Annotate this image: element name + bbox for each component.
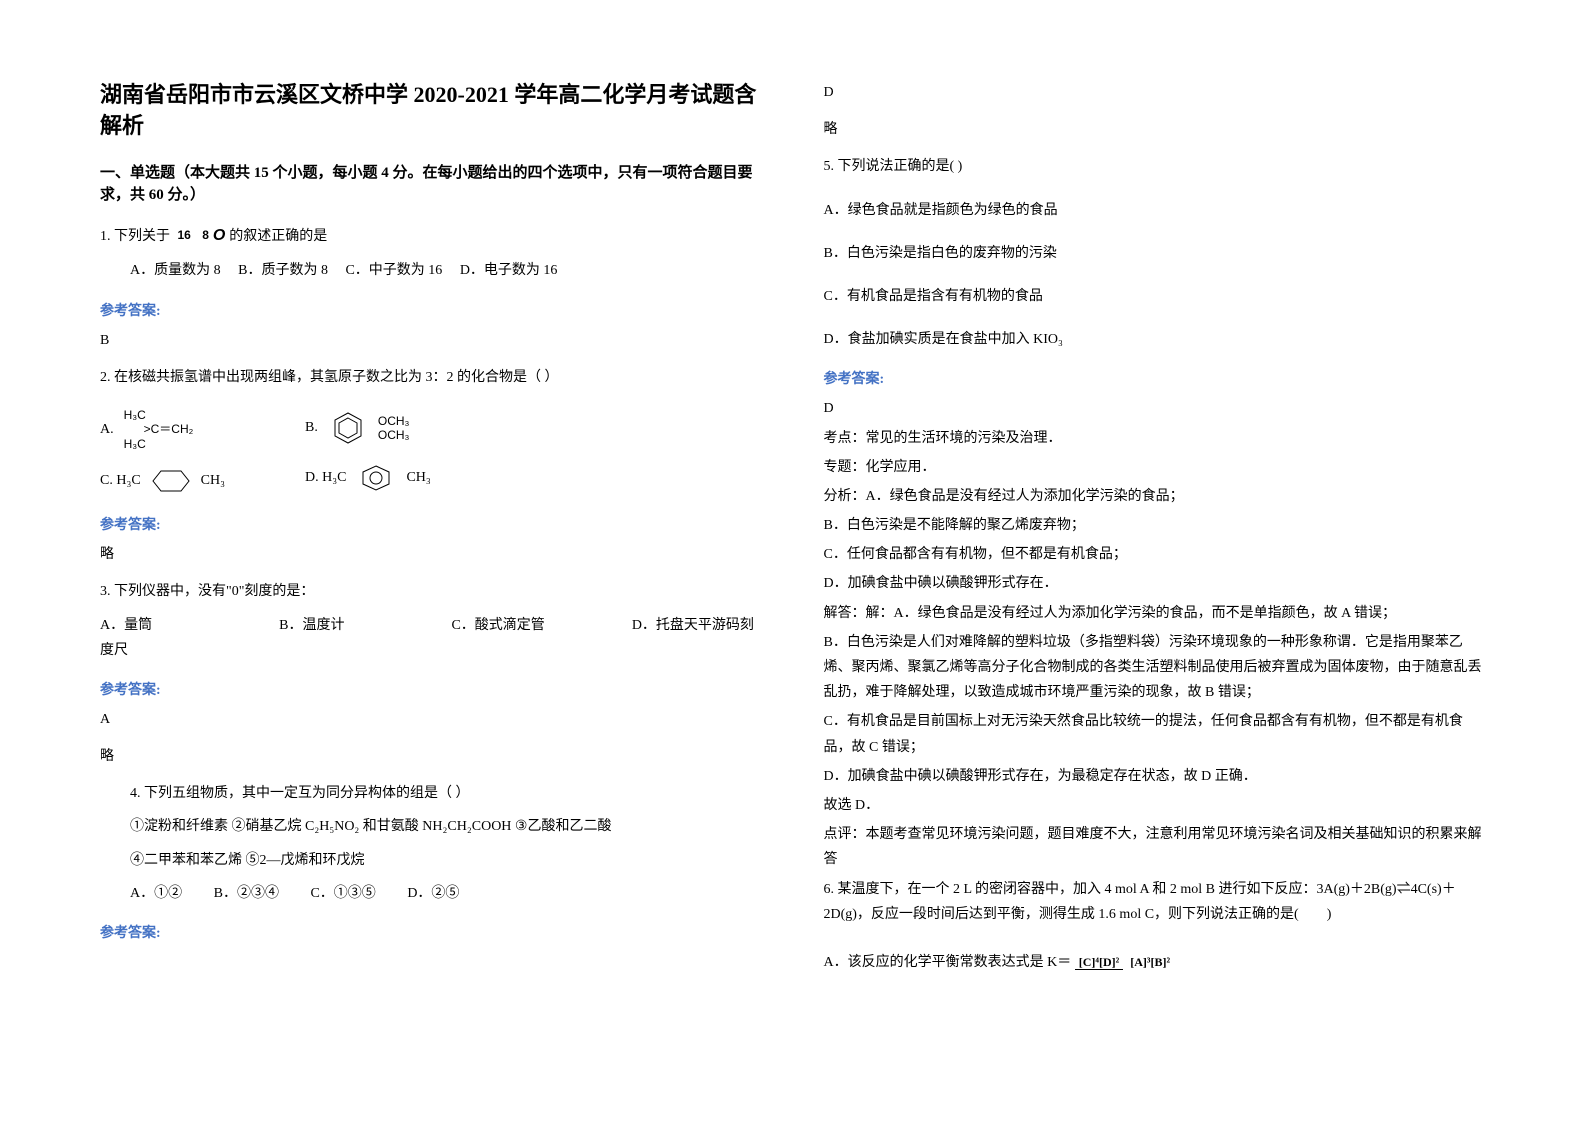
hexagon-icon [151,466,191,496]
question-2: 2. 在核磁共振氢谱中出现两组峰，其氢原子数之比为 3：2 的化合物是（ ） [100,365,764,390]
q3-opt-c: C．酸式滴定管 [451,618,544,633]
section-header: 一、单选题（本大题共 15 个小题，每小题 4 分。在每小题给出的四个选项中，只… [100,162,764,207]
ch3-c: CH₃ [201,473,225,489]
question-3: 3. 下列仪器中，没有"0"刻度的是： [100,579,764,604]
q1-opt-b: B．质子数为 8 [238,263,328,278]
q3-answer-2: 略 [100,744,764,769]
q5-fenxi-b: B．白色污染是不能降解的聚乙烯废弃物； [824,513,1488,538]
q2-answer: 略 [100,542,764,567]
benzene-icon-d [356,463,396,493]
q3-opt-b: B．温度计 [279,618,344,633]
och3-bot: OCH₃ [378,428,410,442]
q4-line2: ④二甲苯和苯乙烯 ⑤2—戊烯和环戊烷 [130,848,764,873]
q5-answer: D [824,396,1488,421]
q4-opt-c: C．①③⑤ [310,886,375,901]
q5-opt-a: A．绿色食品就是指颜色为绿色的食品 [824,198,1488,223]
q5-opt-c: C．有机食品是指含有有机物的食品 [824,284,1488,309]
opt-d-label: D. H₃C [305,470,346,486]
q2-opt-c: C. H₃C CH₃ [100,466,225,496]
q2-opt-b: B. OCH₃ OCH₃ [305,408,431,448]
h3c-top: H₃C [124,408,194,422]
q5-zhuanti: 专题：化学应用． [824,455,1488,480]
q5-jieda-b: B．白色污染是人们对难降解的塑料垃圾（多指塑料袋）污染环境现象的一种形象称谓．它… [824,630,1488,706]
opt-b-label: B. [305,420,318,436]
question-5: 5. 下列说法正确的是( ) [824,154,1488,179]
q3-answer: A [100,707,764,732]
question-1: 1. 下列关于 16 8 O 的叙述正确的是 [100,222,764,251]
q4-opt-b: B．②③④ [214,886,279,901]
och3-top: OCH₃ [378,414,410,428]
q6-opt-a: A．该反应的化学平衡常数表达式是 K＝ [C]⁴[D]² [A]³[B]² [824,950,1488,975]
q3-opt-a: A．量筒 [100,618,152,633]
q5-guxuan: 故选 D． [824,793,1488,818]
opt-c-label: C. H₃C [100,473,141,489]
q2-opt-d: D. H₃C CH₃ [305,463,431,493]
q4-opt-d: D．②⑤ [407,886,459,901]
q2-answer-label: 参考答案: [100,514,764,534]
document-title: 湖南省岳阳市市云溪区文桥中学 2020-2021 学年高二化学月考试题含解析 [100,80,764,142]
q5-fenxi: 分析：A．绿色食品是没有经过人为添加化学污染的食品； [824,484,1488,509]
question-4: 4. 下列五组物质，其中一定互为同分异构体的组是（ ） [130,781,764,806]
q5-opt-d: D．食盐加碘实质是在食盐中加入 KIO₃ [824,327,1488,352]
q4-answer-2: 略 [824,117,1488,142]
q3-options: A．量筒 B．温度计 C．酸式滴定管 D．托盘天平游码刻度尺 [100,613,764,663]
q5-fenxi-c: C．任何食品都含有有机物，但不都是有机食品； [824,542,1488,567]
q1-text-suffix: 的叙述正确的是 [229,229,327,244]
q4-answer: D [824,80,1488,105]
equilibrium-constant-formula: [C]⁴[D]² [A]³[B]² [1075,952,1174,974]
q5-opt-b: B．白色污染是指白色的废弃物的污染 [824,241,1488,266]
q1-options: A．质量数为 8 B．质子数为 8 C．中子数为 16 D．电子数为 16 [130,258,764,283]
benzene-icon [328,408,368,448]
q1-opt-a: A．质量数为 8 [130,263,221,278]
q2-chemical-structures: A. H₃C >C＝CH₂ H₃C C. H₃C CH₃ B. [100,408,764,496]
q5-dianping: 点评：本题考查常见环境污染问题，题目难度不大，注意利用常见环境污染名词及相关基础… [824,822,1488,872]
q4-answer-label: 参考答案: [100,922,764,942]
q5-kaodian: 考点：常见的生活环境的污染及治理． [824,426,1488,451]
ch3-d: CH₃ [406,470,430,486]
q5-jieda: 解答：解：A．绿色食品是没有经过人为添加化学污染的食品，而不是单指颜色，故 A … [824,601,1488,626]
q4-opt-a: A．①② [130,886,182,901]
q2-opt-a: A. H₃C >C＝CH₂ H₃C [100,408,225,451]
q5-jieda-d: D．加碘食盐中碘以碘酸钾形式存在，为最稳定存在状态，故 D 正确． [824,764,1488,789]
q5-jieda-c: C．有机食品是目前国标上对无污染天然食品比较统一的提法，任何食品都含有有机物，但… [824,709,1488,759]
opt-a-label: A. [100,422,114,438]
right-column: D 略 5. 下列说法正确的是( ) A．绿色食品就是指颜色为绿色的食品 B．白… [824,80,1488,1042]
q1-answer-label: 参考答案: [100,300,764,320]
q3-answer-label: 参考答案: [100,679,764,699]
q3-opt-d: D．托盘天平游码刻度尺 [100,618,754,658]
q5-answer-label: 参考答案: [824,368,1488,388]
q1-opt-d: D．电子数为 16 [460,263,558,278]
oxygen-isotope-symbol: 16 8 O [174,227,230,243]
q5-fenxi-d: D．加碘食盐中碘以碘酸钾形式存在． [824,571,1488,596]
q1-opt-c: C．中子数为 16 [345,263,442,278]
c-ch2: C＝CH₂ [151,422,194,436]
q1-answer: B [100,328,764,353]
left-column: 湖南省岳阳市市云溪区文桥中学 2020-2021 学年高二化学月考试题含解析 一… [100,80,764,1042]
h3c-bot: H₃C [124,437,194,451]
q6-opt-a-prefix: A．该反应的化学平衡常数表达式是 K＝ [824,955,1072,970]
q4-options: A．①② B．②③④ C．①③⑤ D．②⑤ [130,881,764,906]
q4-line1: ①淀粉和纤维素 ②硝基乙烷 C₂H₅NO₂ 和甘氨酸 NH₂CH₂COOH ③乙… [130,814,764,839]
question-6: 6. 某温度下，在一个 2 L 的密闭容器中，加入 4 mol A 和 2 mo… [824,877,1488,927]
q1-text-prefix: 1. 下列关于 [100,229,170,244]
